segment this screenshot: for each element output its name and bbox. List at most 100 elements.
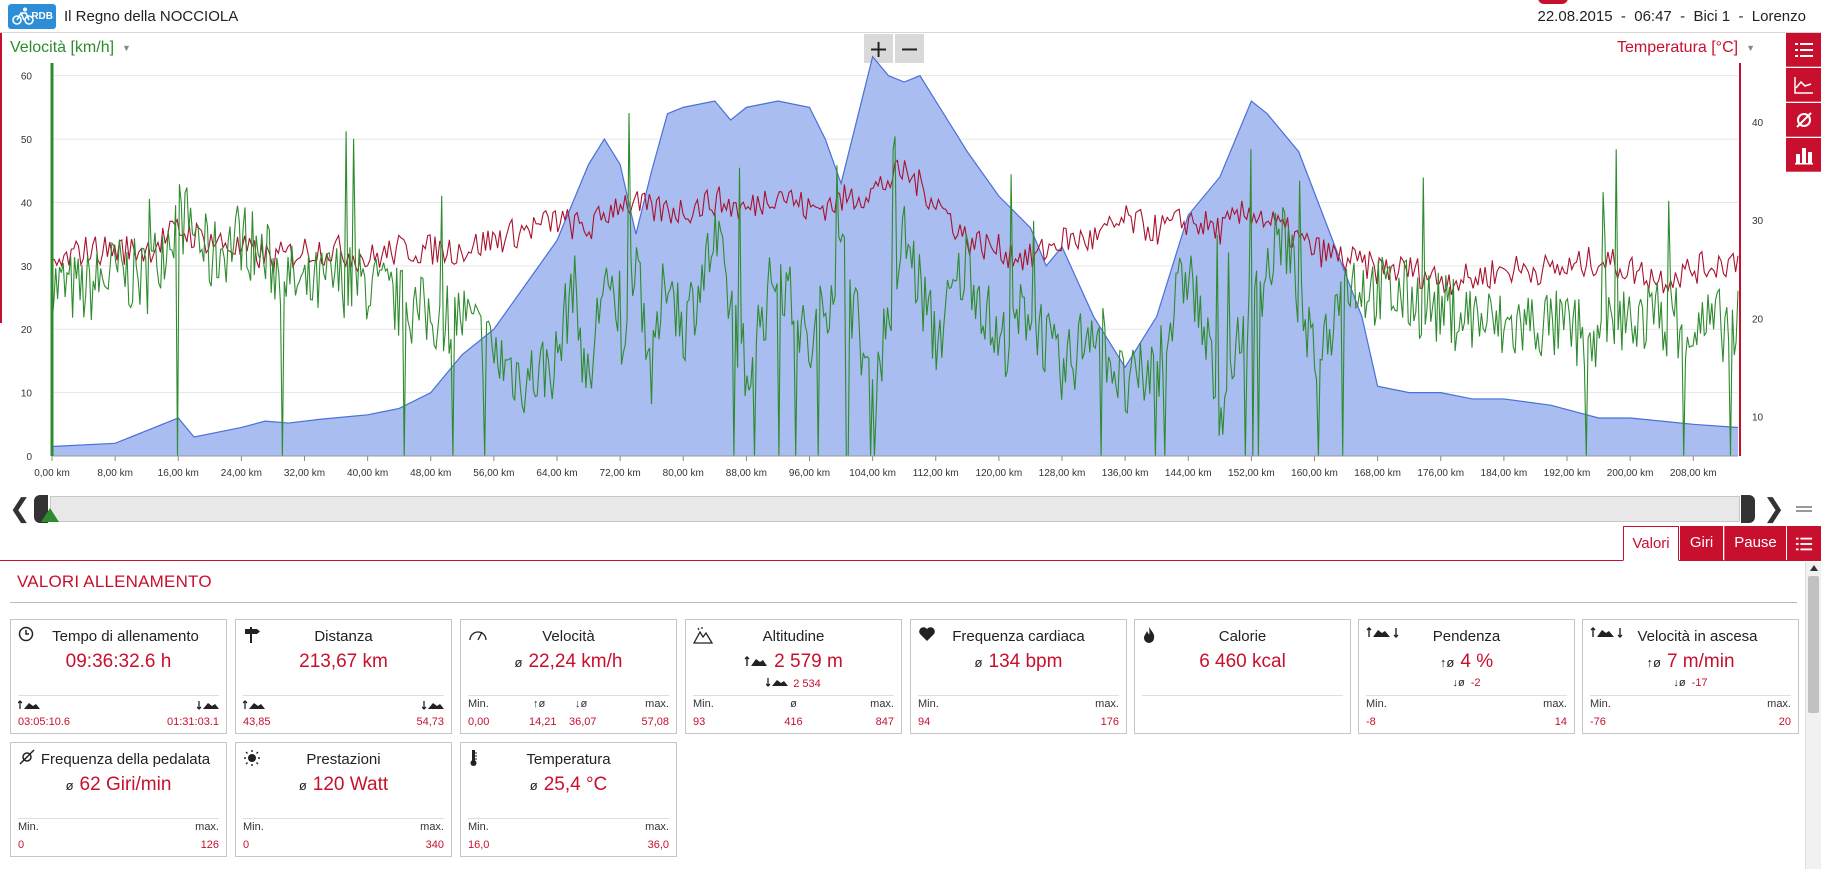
card-sub-value: -2 [1470,677,1481,689]
chart-axes: 0 10 20 30 40 50 60 10 20 30 40 0,00 km 8,00 km 16,00… [21,63,1764,479]
card-pendenza: Pendenza ↑ø 4 % ↓ø -2 Min. max. -8 14 [1358,619,1575,734]
slider-handle-end[interactable] [1741,495,1755,523]
line-chart-button[interactable] [1786,68,1821,102]
tab-pause[interactable]: Pause [1724,526,1786,561]
app-logo[interactable]: RDB [8,4,56,29]
card-title: Temperatura [526,751,611,768]
min-label: Min. [243,821,264,833]
y-left-tick-label: 50 [21,135,33,146]
card-title: Frequenza cardiaca [952,628,1085,645]
card-frequenza-cardiaca: Frequenza cardiaca ø 134 bpm Min. max. 94… [910,619,1127,734]
up-down-slope-icon [1590,627,1623,638]
card-value-row: 2 579 m [686,651,901,673]
notification-tab[interactable] [1538,0,1568,4]
card-title: Distanza [314,628,373,645]
card-value-row: ↑ø 7 m/min [1583,651,1798,673]
slider-track[interactable] [50,496,1740,522]
drag-handle-icon[interactable] [1796,506,1812,512]
mountain-icon [693,627,713,644]
max-label: max. [1767,698,1791,710]
x-tick-label: 208,00 km [1670,468,1717,479]
card-tempo-allenamento: Tempo di allenamento 09:36:32.6 h 03:05:… [10,619,227,734]
tab-valori[interactable]: Valori [1623,526,1679,561]
scroll-thumb[interactable] [1808,576,1819,713]
min-value: -76 [1590,716,1606,728]
card-value: 6 460 kcal [1199,651,1286,672]
y-right-tick-label: 40 [1752,118,1764,129]
x-tick-label: 48,00 km [410,468,451,479]
bar-chart-button[interactable] [1786,138,1821,172]
speed-series [51,112,1739,457]
max-value: 20 [1778,716,1791,728]
bar-chart-icon [1795,148,1813,165]
heart-icon [919,627,935,641]
card-value: 25,4 °C [543,774,608,795]
list-icon [1795,537,1813,551]
clock-icon [18,626,34,642]
altitude-line [51,55,1739,448]
training-chart[interactable]: 0 10 20 30 40 50 60 10 20 30 40 0,00 km 8,00 km 16,00… [0,55,1786,487]
card-divider [18,695,219,696]
zoom-out-button[interactable]: − [895,34,924,63]
chevron-right-icon[interactable]: ❯ [1763,494,1785,524]
line-chart-icon [1794,77,1813,94]
vertical-scrollbar[interactable] [1805,562,1821,869]
min-value: 0 [18,839,25,851]
y-left-tick-label: 10 [21,389,33,400]
downhill-icon [422,701,444,710]
right-axis-selector[interactable]: Temperatura [°C] ▼ [1617,39,1755,57]
min-value: 0,00 [468,716,490,728]
max-label: max. [645,821,669,833]
header-bar: RDB Il Regno della NOCCIOLA 22.08.2015 -… [0,0,1821,33]
card-divider [243,695,444,696]
card-divider [693,695,894,696]
x-tick-label: 16,00 km [158,468,199,479]
max-value: 176 [1100,716,1119,728]
card-value-row: ø 120 Watt [236,774,451,796]
y-left-tick-label: 30 [21,262,33,273]
uphill-average-symbol: ↑ø [1439,655,1455,670]
x-tick-label: 200,00 km [1607,468,1654,479]
card-sub-row: ↓ø -2 [1359,677,1574,689]
downhill-time: 01:31:03.1 [167,716,219,728]
min-value: 0 [243,839,250,851]
y-right-tick-label: 20 [1752,314,1764,325]
card-divider [18,818,219,819]
card-value: 09:36:32.6 h [65,651,172,672]
signpost-icon [245,627,260,643]
section-divider [10,602,1797,603]
card-prestazioni: Prestazioni ø 120 Watt Min. max. 0 340 [235,742,452,857]
tab-list-view[interactable] [1787,526,1821,561]
card-velocita: Velocità ø 22,24 km/h Min. ↑ø ↓ø max. 0,0… [460,619,677,734]
card-value: 2 579 m [774,651,843,672]
left-axis-selector[interactable]: Velocità [km/h] ▼ [10,39,131,57]
x-tick-label: 0,00 km [34,468,70,479]
card-divider [468,695,669,696]
list-view-button[interactable] [1786,33,1821,67]
max-value: 36,0 [647,839,669,851]
zoom-in-button[interactable]: + [864,34,893,63]
position-marker[interactable] [41,508,59,522]
logo-text: RDB [31,11,53,22]
tab-giri[interactable]: Giri [1680,526,1723,561]
chevron-down-icon: ▼ [122,42,131,53]
x-tick-label: 24,00 km [221,468,262,479]
uphill-average-symbol: ↑ø [1646,655,1661,670]
uphill-icon [243,700,265,709]
chevron-left-icon[interactable]: ❮ [9,494,31,524]
min-label: Min. [18,821,39,833]
average-symbol: ø [298,778,307,793]
downhill-average-symbol: ↓ø [1452,677,1465,689]
app-title: Il Regno della NOCCIOLA [64,8,239,25]
average-button[interactable] [1786,103,1821,137]
min-value: -8 [1366,716,1376,728]
downhill-average-label: ↓ø [575,698,588,710]
downhill-distance: 54,73 [416,716,444,728]
card-velocita-ascesa: Velocità in ascesa ↑ø 7 m/min ↓ø -17 Min. … [1582,619,1799,734]
scroll-up-icon[interactable] [1810,565,1818,571]
x-tick-label: 32,00 km [284,468,325,479]
x-tick-label: 136,00 km [1102,468,1149,479]
max-value: 847 [875,716,894,728]
max-value: 340 [425,839,444,851]
